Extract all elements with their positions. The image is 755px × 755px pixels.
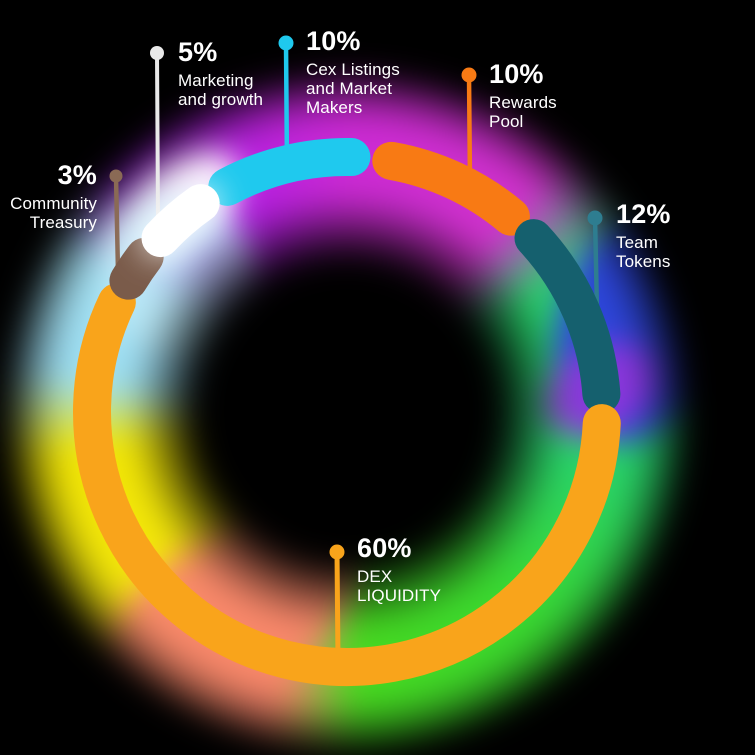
segment-arc-community-treasury (109, 237, 164, 300)
segment-label-cex-listings: 10% Cex Listings and Market Makers (306, 26, 400, 118)
segment-percent: 12% (616, 199, 671, 229)
segment-arc-team-tokens (514, 219, 621, 414)
segment-name: Team Tokens (616, 233, 671, 272)
segment-percent: 10% (306, 26, 361, 56)
segment-stem-rewards-pool (466, 72, 473, 188)
segment-arc-rewards-pool (372, 141, 530, 236)
segment-name: Community Treasury (10, 194, 97, 233)
segment-percent: 60% (357, 533, 412, 563)
segment-dot-dex-liquidity (329, 544, 345, 560)
segment-label-community-treasury: 3% Community Treasury (10, 160, 97, 233)
segment-arc-marketing-growth (141, 184, 220, 258)
segment-name: Cex Listings and Market Makers (306, 60, 400, 118)
segment-dot-cex-listings (278, 35, 294, 51)
segment-percent: 5% (178, 37, 218, 67)
segment-dot-community-treasury (109, 169, 123, 183)
segment-label-team-tokens: 12% Team Tokens (616, 199, 671, 272)
segment-dot-rewards-pool (461, 67, 477, 83)
segment-name: DEX LIQUIDITY (357, 567, 442, 606)
segment-stem-community-treasury (113, 173, 121, 275)
segment-label-marketing-growth: 5% Marketing and growth (178, 37, 264, 110)
segment-name: Marketing and growth (178, 71, 264, 110)
segment-dot-marketing-growth (150, 46, 164, 60)
segment-stem-dex-liquidity (334, 549, 341, 665)
segment-stem-marketing-growth (155, 51, 160, 218)
segment-label-dex-liquidity: 60% DEX LIQUIDITY (357, 533, 442, 606)
segment-arc-dex-liquidity (73, 283, 621, 686)
segment-arc-cex-listings (208, 138, 371, 206)
segment-percent: 10% (489, 59, 544, 89)
segment-percent: 3% (57, 160, 97, 190)
segment-dot-team-tokens (587, 210, 603, 226)
segment-name: Rewards Pool (489, 93, 557, 132)
segment-label-rewards-pool: 10% Rewards Pool (489, 59, 557, 132)
